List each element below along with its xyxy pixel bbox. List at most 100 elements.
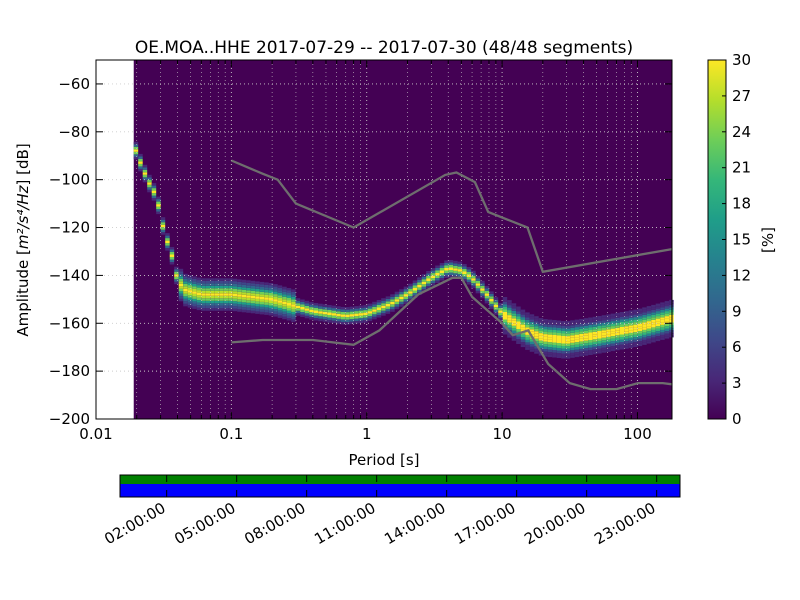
heatmap-cell xyxy=(147,179,152,183)
heatmap-cell xyxy=(610,341,616,344)
heatmap-cell xyxy=(624,328,629,332)
heatmap-cell xyxy=(178,278,184,282)
heatmap-cell xyxy=(205,300,211,304)
heatmap-cell xyxy=(223,298,229,301)
heatmap-cell xyxy=(516,341,521,344)
heatmap-cell xyxy=(192,286,197,289)
heatmap-cell xyxy=(367,303,373,307)
heatmap-cell xyxy=(610,321,616,324)
heatmap-cell xyxy=(624,338,629,342)
heatmap-cell xyxy=(426,278,431,281)
heatmap-cell xyxy=(264,289,269,293)
heatmap-cell xyxy=(529,349,535,352)
heatmap-cell xyxy=(426,273,431,276)
heatmap-cell xyxy=(151,198,157,201)
heatmap-cell xyxy=(561,321,566,324)
heatmap-cell xyxy=(624,316,629,319)
heatmap-cell xyxy=(552,345,557,348)
heatmap-cell xyxy=(282,309,287,312)
heatmap-cell xyxy=(619,324,625,327)
y-axis-label: Amplitude [m²/s⁴/Hz] [dB] xyxy=(14,143,32,336)
heatmap-cell xyxy=(552,347,557,350)
heatmap-cell xyxy=(547,344,553,348)
heatmap-cell xyxy=(660,319,665,323)
heatmap-cell xyxy=(525,312,530,315)
heatmap-cell xyxy=(412,283,418,286)
heatmap-cell xyxy=(408,291,413,294)
heatmap-cell xyxy=(178,298,184,302)
heatmap-cell xyxy=(543,319,548,322)
heatmap-cell xyxy=(633,319,638,323)
heatmap-cell xyxy=(282,314,287,317)
heatmap-cell xyxy=(664,336,670,339)
heatmap-cell xyxy=(561,338,566,341)
heatmap-cell xyxy=(592,349,598,352)
heatmap-cell xyxy=(552,332,557,335)
heatmap-cell xyxy=(264,287,269,290)
heatmap-cell xyxy=(534,316,539,319)
coverage-top-band xyxy=(120,475,680,484)
heatmap-cell xyxy=(615,315,620,318)
heatmap-cell xyxy=(219,298,224,301)
heatmap-cell xyxy=(300,299,305,302)
heatmap-cell xyxy=(570,342,575,346)
heatmap-cell xyxy=(525,319,530,323)
heatmap-cell xyxy=(237,289,242,292)
heatmap-cell xyxy=(646,316,652,319)
heatmap-cell xyxy=(633,324,638,328)
heatmap-cell xyxy=(646,318,652,322)
heatmap-cell xyxy=(583,350,589,354)
heatmap-cell xyxy=(187,297,193,301)
heatmap-cell xyxy=(511,330,517,334)
heatmap-cell xyxy=(583,328,589,331)
heatmap-cell xyxy=(502,299,508,302)
heatmap-cell xyxy=(210,300,215,304)
heatmap-cell xyxy=(633,332,638,335)
heatmap-cell xyxy=(520,342,526,345)
heatmap-cell xyxy=(664,316,670,319)
heatmap-cell xyxy=(196,305,202,308)
heatmap-cell xyxy=(286,310,292,313)
heatmap-cell xyxy=(169,262,175,265)
heatmap-cell xyxy=(237,306,242,310)
heatmap-cell xyxy=(592,316,598,320)
heatmap-cell xyxy=(565,326,571,329)
heatmap-cell xyxy=(457,271,463,275)
heatmap-cell xyxy=(633,322,638,325)
heatmap-cell xyxy=(250,308,256,311)
heatmap-cell xyxy=(642,314,647,318)
heatmap-cell xyxy=(237,296,242,300)
heatmap-cell xyxy=(660,312,665,315)
heatmap-cell xyxy=(637,333,643,337)
heatmap-cell xyxy=(358,310,364,314)
heatmap-cell xyxy=(142,167,148,170)
heatmap-cell xyxy=(534,338,539,342)
heatmap-cell xyxy=(349,319,355,322)
heatmap-cell xyxy=(196,292,202,296)
heatmap-cell xyxy=(574,319,580,323)
heatmap-cell xyxy=(525,334,530,338)
heatmap-cell xyxy=(646,306,652,309)
heatmap-cell xyxy=(223,295,229,299)
heatmap-cell xyxy=(381,310,386,314)
data-coverage-bar: 02:00:00 05:00:00 08:00:00 11:00:00 14:00:00… xyxy=(101,474,681,548)
heatmap-cell xyxy=(439,268,445,271)
heatmap-cell xyxy=(601,330,607,333)
heatmap-cell xyxy=(570,332,575,336)
heatmap-cell xyxy=(210,280,215,284)
heatmap-cell xyxy=(232,306,238,309)
heatmap-cell xyxy=(538,335,544,339)
heatmap-cell xyxy=(439,278,445,281)
heatmap-cell xyxy=(403,296,409,300)
heatmap-cell xyxy=(241,284,247,288)
heatmap-cell xyxy=(655,318,661,322)
heatmap-cell xyxy=(259,301,265,305)
heatmap-cell xyxy=(466,267,472,270)
heatmap-cell xyxy=(610,348,616,352)
heatmap-cell xyxy=(214,305,220,309)
heatmap-cell xyxy=(615,335,620,338)
heatmap-cell xyxy=(507,302,512,306)
heatmap-cell xyxy=(291,294,296,297)
x-axis-ticks: 0.01 0.1 1 10 100 xyxy=(79,60,652,443)
heatmap-cell xyxy=(606,316,611,320)
